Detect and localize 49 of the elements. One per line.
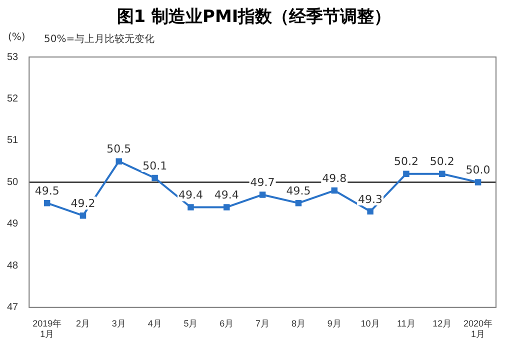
x-tick-label: 11月 <box>397 318 416 328</box>
y-tick-label: 48 <box>7 260 19 272</box>
data-label: 50.2 <box>430 155 454 168</box>
point <box>80 212 86 219</box>
point <box>224 204 230 210</box>
x-tick-label: 6月 <box>220 318 234 328</box>
point <box>152 174 158 182</box>
text: 50%=与上月比较无变化 <box>44 32 155 46</box>
y-tick-label: 52 <box>7 93 19 104</box>
x-tick-label: 12月 <box>432 318 452 328</box>
x-tick-label: 10月 <box>360 318 380 328</box>
x-tick-label: 2020年 1月 <box>464 318 493 340</box>
y-tick-label: 47 <box>7 302 19 314</box>
point <box>367 208 374 215</box>
data-label: 49.8 <box>322 172 347 185</box>
point <box>295 200 302 206</box>
y-tick-label: 50 <box>7 176 19 188</box>
y-tick-label: 51 <box>7 135 19 146</box>
data-label: 49.7 <box>250 176 275 190</box>
point <box>188 204 194 210</box>
point <box>44 200 50 206</box>
data-label: 50.1 <box>142 159 168 172</box>
point <box>116 158 122 164</box>
point <box>439 170 446 177</box>
x-tick-label: 4月 <box>148 318 162 328</box>
chart-title: 图1 制造业PMI指数（经季节调整） <box>116 6 392 29</box>
x-tick-label: 5月 <box>184 318 198 328</box>
x-tick-label: 2月 <box>76 318 90 328</box>
point <box>259 192 266 198</box>
x-tick-label: 8月 <box>291 318 306 328</box>
x-tick-label: 2019年 1月 <box>32 318 62 340</box>
data-label: 49.4 <box>214 188 239 202</box>
point <box>331 187 338 194</box>
data-label: 49.4 <box>178 188 203 202</box>
data-label: 49.2 <box>70 196 96 210</box>
y-tick-label: 53 <box>7 52 19 63</box>
data-label: 50.0 <box>466 164 490 177</box>
data-label: 49.5 <box>286 184 311 198</box>
x-tick-label: 9月 <box>327 318 342 328</box>
x-tick-label: 7月 <box>256 318 270 328</box>
point <box>403 170 410 177</box>
y-tick-label: 49 <box>7 218 19 230</box>
x-tick-label: 3月 <box>112 318 126 328</box>
y-axis-title: (%) <box>8 32 26 43</box>
data-label: 49.5 <box>34 184 60 198</box>
data-label: 50.5 <box>106 142 132 156</box>
data-label: 49.3 <box>358 192 383 206</box>
point <box>474 179 482 186</box>
data-label: 50.2 <box>394 155 418 168</box>
